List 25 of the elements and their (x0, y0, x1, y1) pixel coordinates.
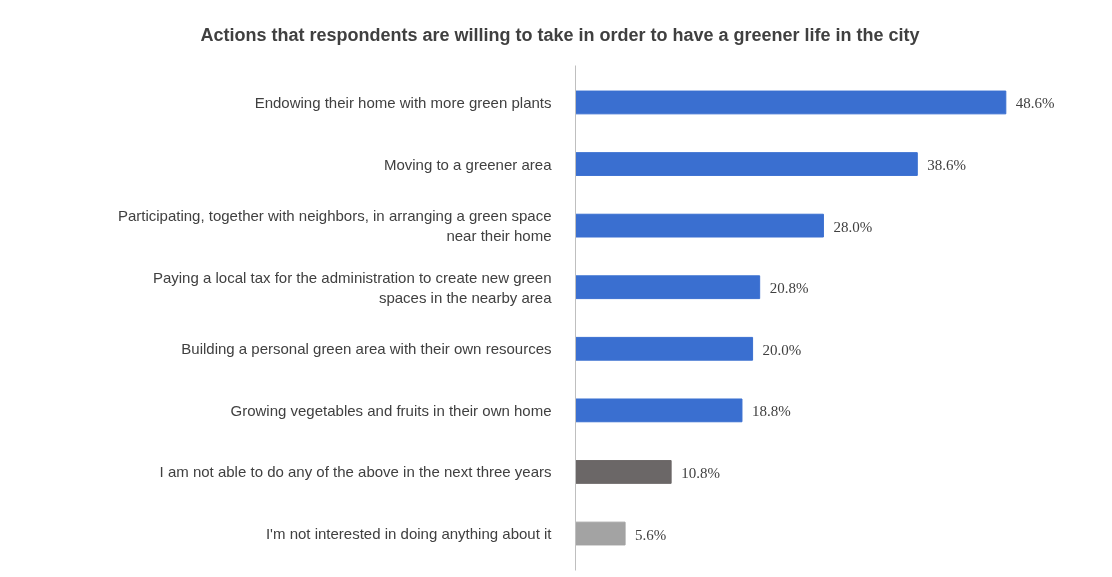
data-label: 38.6% (927, 157, 967, 174)
y-tick-label: Participating, together with neighbors, in arranging a green space near their home (117, 206, 552, 245)
y-tick-label: Growing vegetables and fruits in their own home (230, 401, 552, 419)
bar (575, 152, 918, 176)
bar (575, 460, 672, 484)
bar (575, 336, 754, 361)
y-tick-label: Moving to a greener area (383, 155, 553, 173)
data-label: 10.8% (681, 464, 720, 481)
y-tick-label: Paying a local tax for the administration to create new green spaces in the nearby area (152, 268, 553, 306)
bar (575, 398, 743, 423)
bar (575, 90, 1007, 115)
data-label: 20.0% (762, 341, 802, 358)
chart-title: Actions that respondents are willing to take in order to have a greener life in the city (200, 24, 920, 47)
y-tick-label: I am not able to do any of the above in the next three years (159, 463, 552, 481)
bar (575, 275, 761, 300)
y-tick-label: Endowing their home with more green plants (254, 93, 552, 111)
y-tick-label: Building a personal green area with their own resources (181, 340, 552, 358)
bar (575, 521, 626, 546)
data-label: 48.6% (1015, 95, 1055, 112)
data-label: 28.0% (833, 218, 873, 235)
bar (575, 213, 824, 238)
data-label: 20.8% (769, 280, 809, 297)
y-tick-label: I'm not interested in doing anything about it (265, 525, 553, 543)
data-label: 18.8% (751, 403, 791, 420)
data-label: 5.6% (635, 526, 667, 543)
